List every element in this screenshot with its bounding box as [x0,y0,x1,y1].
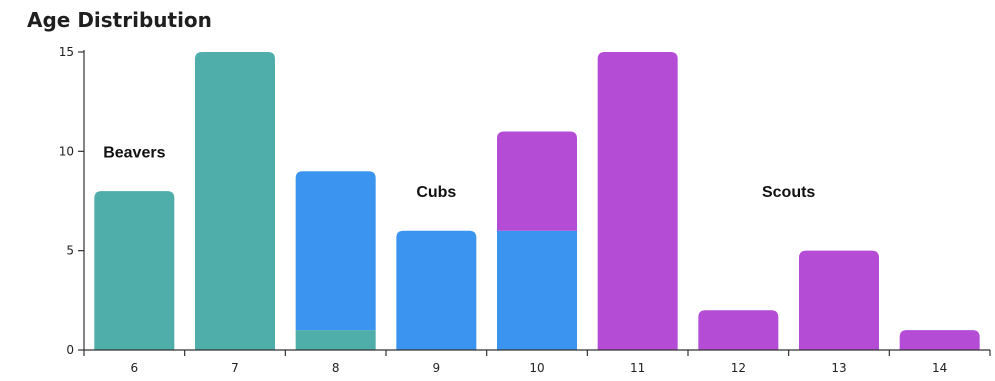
bar-scouts-age-10 [497,131,577,231]
chart-title: Age Distribution [27,8,212,32]
bar-cubs-age-9 [396,230,477,350]
group-label-cubs: Cubs [416,184,456,201]
bar-cubs-age-8 [295,171,376,331]
x-tick-label-11: 11 [630,361,645,375]
x-tick-label-6: 6 [131,361,139,375]
x-tick-label-10: 10 [529,361,544,375]
x-tick-label-14: 14 [932,361,947,375]
bar-beavers-age-6 [94,191,175,350]
y-tick-label-0: 0 [66,343,74,357]
x-tick-label-7: 7 [231,361,239,375]
axes-layer: 0 5 10 15 6 7 8 9 10 11 12 13 14 [59,45,991,375]
group-label-beavers: Beavers [103,144,165,161]
x-tick-label-13: 13 [831,361,846,375]
bar-cubs-age-10 [497,230,577,350]
bar-scouts-age-14 [899,330,980,350]
bars-layer [94,52,980,350]
y-tick-label-10: 10 [59,144,74,158]
x-tick-label-12: 12 [731,361,746,375]
bar-beavers-age-8 [295,330,376,350]
x-tick-label-9: 9 [433,361,441,375]
y-tick-label-15: 15 [59,45,74,59]
bar-scouts-age-11 [597,52,678,350]
x-tick-label-8: 8 [332,361,340,375]
labels-layer: Beavers Cubs Scouts [103,144,815,201]
y-tick-label-5: 5 [66,244,74,258]
bar-scouts-age-13 [799,250,879,350]
bar-beavers-age-7 [195,52,275,350]
group-label-scouts: Scouts [762,184,815,201]
bar-scouts-age-12 [698,310,779,350]
